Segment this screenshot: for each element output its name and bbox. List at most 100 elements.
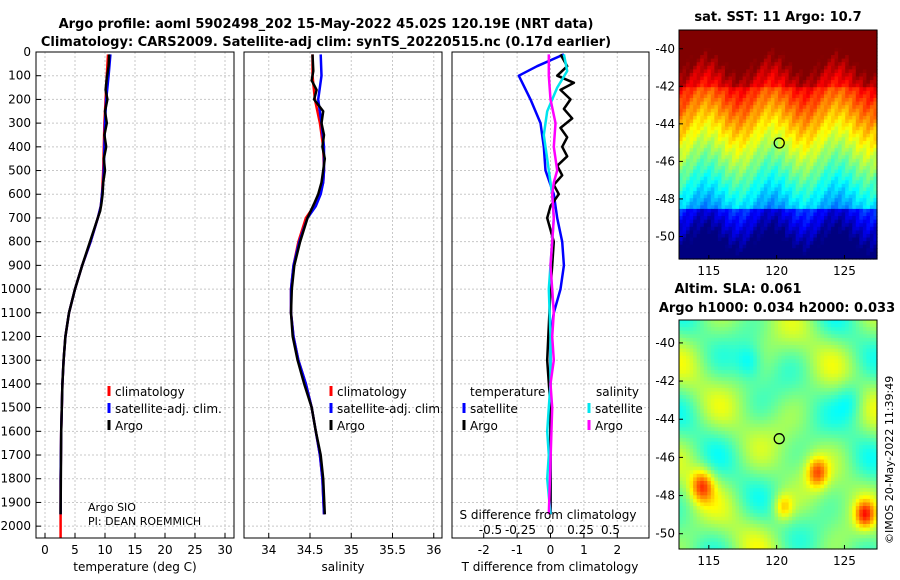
sla-cells-cell: [845, 323, 850, 328]
sst-cells-cell: [834, 187, 839, 192]
sst-cells-cell: [841, 65, 846, 70]
sst-cells-cell: [827, 123, 832, 128]
sst-cells-cell: [703, 176, 708, 181]
sst-cells-cell: [795, 94, 800, 99]
sst-cells-cell: [760, 55, 765, 60]
sst-cells-cell: [763, 47, 768, 53]
sst-cells-cell: [813, 230, 818, 235]
sst-cells-cell: [862, 176, 867, 181]
sst-cells-cell: [795, 30, 800, 35]
sst-cells-cell: [728, 58, 733, 63]
sla-cells-cell: [869, 370, 875, 375]
sla-cells-cell: [749, 370, 754, 375]
sst-cells-cell: [746, 205, 751, 210]
sla-cells-cell: [834, 391, 839, 396]
sst-cells-cell: [838, 101, 843, 106]
sst-cells-cell: [707, 244, 712, 249]
sla-cells-cell: [686, 384, 691, 389]
sst-cells-cell: [760, 255, 765, 260]
sst-cells-cell: [778, 169, 783, 174]
sst-cells-cell: [714, 126, 719, 131]
sst-cells-cell: [689, 155, 694, 160]
sst-cells-cell: [703, 55, 708, 60]
sst-cells-cell: [848, 151, 853, 156]
sla-cells-cell: [767, 320, 772, 325]
sst-cells-cell: [827, 151, 832, 156]
sst-cells-cell: [834, 69, 839, 74]
sst-cells-cell: [778, 51, 783, 56]
sst-cells-cell: [820, 230, 825, 235]
sst-cells-cell: [763, 119, 768, 124]
sst-cells-cell: [686, 251, 691, 257]
sst-cells-cell: [710, 155, 715, 160]
temp-series-line: [59, 54, 111, 515]
sst-cells-cell: [781, 176, 786, 181]
sst-cells-cell: [869, 176, 875, 181]
sst-cells-cell: [873, 226, 878, 231]
sla-cells-cell: [763, 330, 768, 335]
sst-cells-cell: [827, 187, 832, 192]
sst-cells-cell: [795, 219, 800, 224]
sst-cells-cell: [721, 237, 726, 242]
sst-cells-cell: [799, 80, 804, 85]
sst-cells-cell: [714, 144, 719, 149]
sla-cells-cell: [756, 370, 761, 375]
sst-cells-cell: [845, 126, 850, 131]
sst-cells-cell: [816, 80, 822, 85]
sst-cells-cell: [795, 144, 800, 149]
sla-cells-cell: [746, 320, 751, 325]
sst-cells-cell: [732, 65, 737, 70]
sst-cells-cell: [788, 155, 793, 160]
sst-cells-cell: [689, 115, 694, 121]
sst-cells-cell: [763, 169, 768, 174]
sla-cells-cell: [700, 348, 705, 353]
sla-cells-cell: [763, 362, 768, 368]
sst-cells-cell: [831, 97, 836, 103]
sst-cells-cell: [781, 244, 786, 249]
sst-cells-cell: [760, 33, 765, 38]
sst-cells-cell: [753, 119, 758, 124]
sst-cells-cell: [869, 37, 875, 42]
sst-cells-cell: [760, 176, 765, 181]
sst-cells-cell: [746, 58, 751, 63]
sla-cells-cell: [795, 348, 800, 353]
sla-cells-cell: [732, 380, 737, 386]
sla-cells-cell: [679, 323, 684, 328]
sst-cells-cell: [831, 191, 836, 196]
sst-cells-cell: [756, 187, 761, 192]
sst-cells-cell: [827, 205, 832, 210]
sst-cells-cell: [763, 51, 768, 56]
sst-cells-cell: [746, 216, 751, 221]
sst-cells-cell: [735, 198, 740, 203]
sst-cells-cell: [682, 62, 687, 67]
sst-cells-cell: [820, 187, 825, 192]
sst-cells-cell: [753, 126, 758, 131]
sst-cells-cell: [859, 151, 864, 156]
sst-cells-cell: [792, 37, 797, 42]
sla-cells-cell: [795, 334, 800, 339]
sst-cells-cell: [848, 233, 853, 239]
sla-cells-cell: [785, 373, 790, 378]
sst-cells-cell: [869, 248, 875, 253]
depth-tick-label: 1000: [0, 282, 31, 296]
sst-cells-cell: [827, 80, 832, 85]
sst-cells-cell: [721, 62, 726, 67]
sst-cells-cell: [834, 97, 839, 103]
sst-cells-cell: [827, 144, 832, 149]
sla-cells-cell: [834, 348, 839, 353]
sst-cells-cell: [703, 155, 708, 160]
sla-cells-cell: [778, 341, 783, 346]
sla-cells-cell: [686, 352, 691, 357]
sst-cells-cell: [813, 165, 818, 171]
sst-cells-cell: [806, 101, 811, 106]
sla-map-panel: Altim. SLA: 0.061 Argo h1000: 0.034 h200…: [655, 282, 895, 568]
sst-cells-cell: [827, 37, 832, 42]
sst-cells-cell: [732, 97, 737, 103]
sst-cells-cell: [855, 58, 860, 63]
sst-cells-cell: [788, 30, 793, 35]
sst-cells-cell: [827, 119, 832, 124]
sla-cells-cell: [873, 391, 878, 396]
sst-cells-cell: [693, 65, 698, 70]
sst-cells-cell: [831, 151, 836, 156]
sst-cells-cell: [820, 251, 825, 257]
